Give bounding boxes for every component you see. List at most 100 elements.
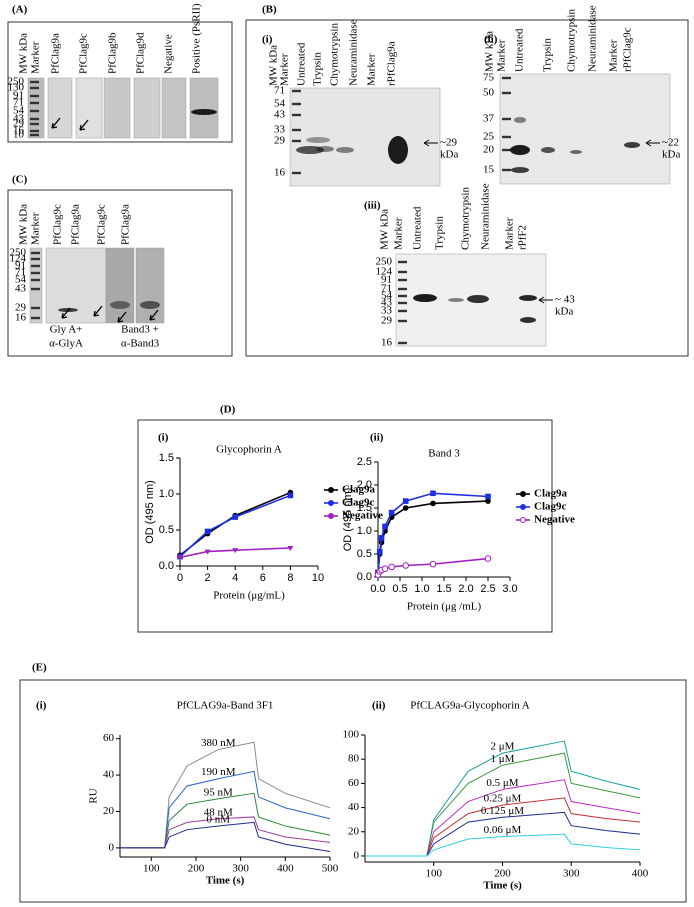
blot-band bbox=[110, 301, 130, 309]
lane-label: Untreated bbox=[412, 206, 424, 250]
point bbox=[382, 523, 388, 530]
sub-panel-label: (ii) bbox=[372, 700, 386, 712]
lane-label: PfClag9c bbox=[96, 204, 108, 245]
point bbox=[402, 498, 409, 504]
blot-band bbox=[510, 145, 530, 155]
mw-label: 25 bbox=[483, 131, 495, 143]
legend-label: Negative bbox=[342, 510, 383, 522]
point bbox=[429, 560, 437, 568]
lane-label: Marker bbox=[393, 217, 405, 250]
mw-label: 71 bbox=[13, 97, 24, 109]
x-tick-label: 200 bbox=[494, 868, 511, 880]
lane-label: Trypsin bbox=[312, 52, 324, 86]
series-label: 0.25 μM bbox=[484, 793, 522, 805]
series-label: 0 nM bbox=[207, 814, 231, 826]
ladder-band bbox=[502, 76, 511, 80]
point bbox=[177, 555, 183, 561]
ladder-band bbox=[30, 86, 39, 90]
ladder-band bbox=[292, 113, 301, 117]
mw-label: 33 bbox=[274, 124, 286, 136]
sub-panel-label: (ii) bbox=[370, 432, 384, 444]
mw-label: 43 bbox=[13, 113, 25, 125]
legend-label: Clag9a bbox=[342, 484, 376, 496]
sub-panel-label: (i) bbox=[36, 700, 47, 712]
blot-image bbox=[105, 247, 135, 324]
blot-band bbox=[448, 298, 464, 302]
blot-band bbox=[570, 150, 582, 154]
lane-label: PfClag9a bbox=[50, 33, 62, 74]
x-tick-label: 1.5 bbox=[436, 583, 451, 595]
mw-label: 124 bbox=[10, 253, 27, 265]
lane-label: rPfClag9c bbox=[622, 27, 634, 72]
blot-band bbox=[316, 146, 334, 152]
point bbox=[381, 565, 389, 573]
mw-label: 20 bbox=[483, 144, 495, 156]
sub-panel-label: (i) bbox=[158, 432, 169, 444]
x-tick-label: 3.0 bbox=[502, 583, 517, 595]
mw-label: 16 bbox=[381, 337, 393, 349]
lane-label: MW kDa bbox=[379, 209, 391, 250]
mw-label: 50 bbox=[483, 87, 495, 99]
mw-label: 43 bbox=[15, 283, 27, 295]
series-label: 48 nM bbox=[204, 806, 233, 818]
mw-label: 29 bbox=[13, 118, 25, 130]
point bbox=[287, 546, 294, 551]
legend-marker bbox=[328, 500, 334, 506]
series-line bbox=[365, 811, 641, 857]
mw-label: 43 bbox=[381, 297, 393, 309]
mw-label: 91 bbox=[15, 260, 26, 272]
band-arrow bbox=[93, 305, 103, 317]
panel-label: (E) bbox=[32, 662, 47, 674]
y-tick-label: 100 bbox=[343, 729, 360, 741]
ladder-band bbox=[31, 306, 40, 310]
lane-label: rPfF2 bbox=[517, 225, 529, 250]
lane-label: PfClag9a bbox=[120, 204, 132, 245]
sub-panel-label: (ii) bbox=[484, 34, 498, 46]
x-tick-label: 0.5 bbox=[392, 583, 407, 595]
mw-label: 250 bbox=[10, 247, 27, 259]
legend-marker bbox=[520, 491, 526, 497]
point bbox=[402, 562, 410, 569]
ladder-band bbox=[30, 117, 39, 121]
panel-label: (B) bbox=[262, 4, 277, 16]
ladder-band bbox=[31, 278, 40, 282]
series-line bbox=[179, 494, 291, 558]
ladder-band bbox=[292, 128, 301, 132]
series-line bbox=[365, 779, 641, 857]
ladder-band bbox=[30, 101, 39, 105]
x-tick-label: 500 bbox=[322, 863, 339, 875]
x-tick-label: 6 bbox=[260, 572, 266, 584]
ladder-band bbox=[31, 251, 40, 255]
ladder-band bbox=[30, 80, 39, 84]
lane-label: Neuraminidase bbox=[480, 183, 492, 250]
caption: α-GlyA bbox=[49, 338, 83, 350]
lane-label: Negative bbox=[163, 34, 175, 74]
blot-image bbox=[161, 77, 187, 139]
mw-label: 250 bbox=[8, 76, 25, 88]
panel-a-frame bbox=[7, 21, 233, 143]
series-label: 0.125 μM bbox=[481, 805, 524, 817]
blot-image bbox=[289, 87, 441, 187]
mw-label: 91 bbox=[381, 274, 392, 286]
point bbox=[204, 528, 211, 535]
series-label: 190 nM bbox=[201, 766, 236, 778]
y-tick-label: 1.5 bbox=[159, 452, 174, 464]
point bbox=[430, 500, 436, 507]
lane-label: Marker bbox=[366, 53, 378, 86]
lane-label: MW kDa bbox=[18, 204, 30, 245]
mw-label: 54 bbox=[381, 290, 393, 302]
lane-label: MW kDa bbox=[268, 45, 280, 86]
panel-e-frame bbox=[19, 679, 687, 903]
mw-label: 91 bbox=[13, 90, 24, 102]
panel-c-frame bbox=[7, 189, 233, 357]
blot-band bbox=[467, 295, 489, 303]
ladder-band bbox=[30, 94, 39, 98]
legend-marker bbox=[520, 504, 526, 510]
chart-title: Band 3 bbox=[428, 448, 460, 460]
lane-label: Neuraminidase bbox=[348, 19, 360, 86]
x-tick-label: 10 bbox=[312, 572, 324, 584]
caption: Band3 + bbox=[121, 324, 159, 336]
ladder-band bbox=[398, 309, 407, 313]
blot-band bbox=[413, 294, 437, 302]
legend-label: Clag9c bbox=[342, 497, 375, 509]
